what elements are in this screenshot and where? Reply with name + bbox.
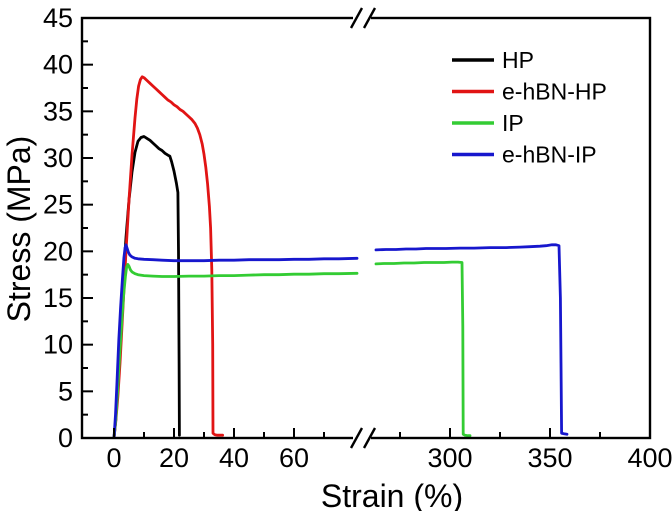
y-tick-label: 45 [43,3,73,33]
axis-break-marks [349,7,377,449]
x-tick-label: 60 [279,443,309,473]
y-tick-label: 20 [43,236,73,266]
y-tick-label: 25 [43,190,73,220]
legend-item-e-hBN-IP: e-hBN-IP [452,142,597,168]
y-tick-label: 0 [58,423,73,453]
y-tick-label: 30 [43,143,73,173]
x-tick-label: 0 [106,443,121,473]
x-tick-label: 400 [627,443,672,473]
legend-item-e-hBN-HP: e-hBN-HP [452,79,607,105]
legend-label: e-hBN-IP [502,142,597,168]
series-line-IP [112,260,472,439]
x-tick-label: 40 [219,443,249,473]
x-tick-label: 350 [527,443,572,473]
y-tick-label: 5 [58,376,73,406]
legend-item-HP: HP [452,47,534,73]
legend-label: HP [502,47,534,73]
legend-item-IP: IP [452,110,524,136]
series-lines [112,75,569,439]
axis-tick-labels: 0 5 10 15 20 25 30 35 40 45 0 20 40 60 300 350 400 [43,3,672,473]
x-axis-title: Strain (%) [321,478,463,511]
legend-label: IP [502,110,524,136]
y-axis-title: Stress (MPa) [1,136,37,323]
y-tick-label: 15 [43,283,73,313]
axis-ticks [82,17,651,439]
x-tick-label: 300 [427,443,472,473]
x-tick-label: 20 [159,443,189,473]
axis-break-mark-top [349,7,377,29]
y-tick-label: 10 [43,330,73,360]
series-line-e-hBN-IP [112,243,569,439]
y-tick-label: 40 [43,50,73,80]
series-line-e-hBN-HP [112,75,224,439]
axis-break-mark-bottom [349,427,377,449]
y-tick-label: 35 [43,96,73,126]
legend: HP e-hBN-HP IP e-hBN-IP [452,47,607,168]
legend-label: e-hBN-HP [502,79,607,105]
